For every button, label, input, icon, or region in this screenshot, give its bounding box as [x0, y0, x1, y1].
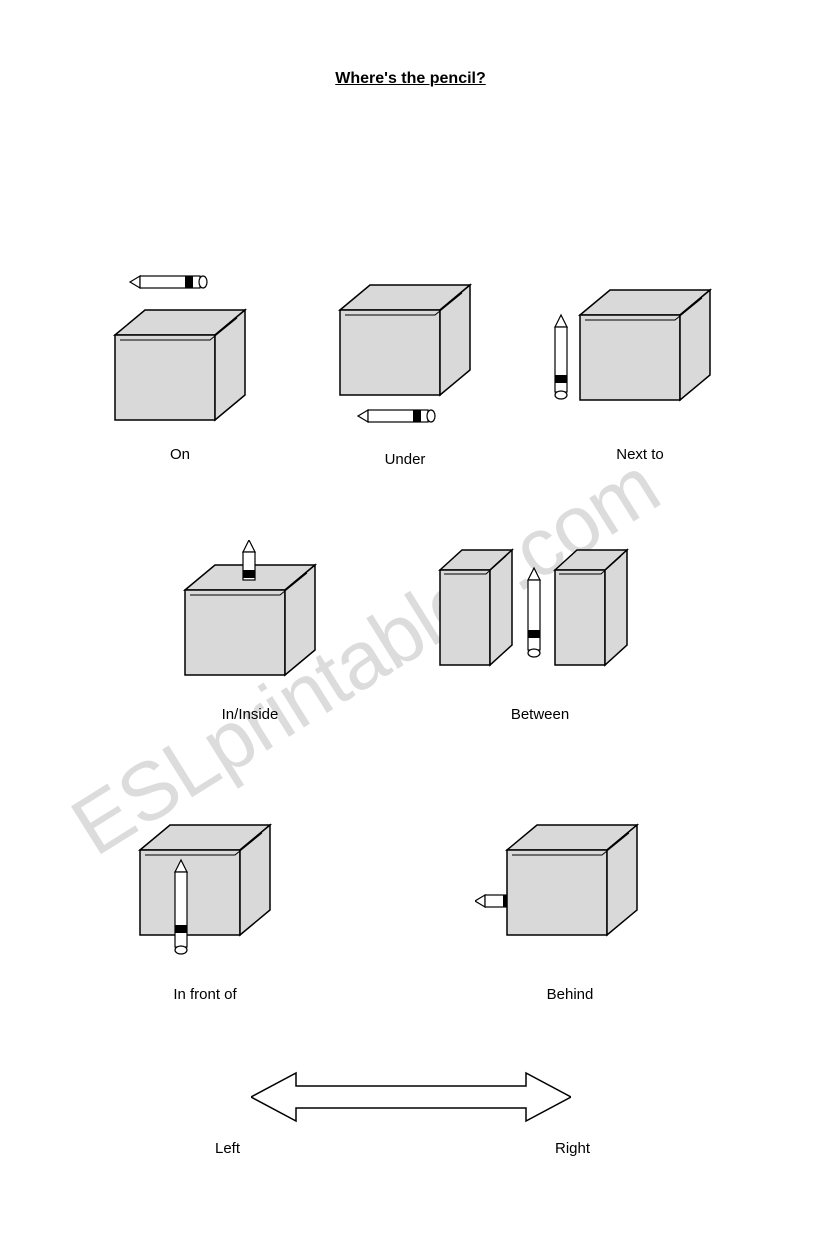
label-on: On: [95, 446, 265, 463]
label-infront: In front of: [115, 986, 295, 1003]
diagram-under: [320, 270, 490, 445]
item-inside: In/Inside: [165, 540, 335, 723]
diagram-next-to: [545, 270, 735, 440]
label-right: Right: [555, 1140, 590, 1157]
diagram-on: [95, 270, 265, 440]
diagram-infront: [115, 810, 295, 980]
item-behind: Behind: [475, 810, 665, 1003]
label-left: Left: [215, 1140, 240, 1157]
item-between: Between: [430, 540, 650, 723]
page-title: Where's the pencil?: [0, 70, 821, 88]
label-inside: In/Inside: [165, 706, 335, 723]
diagram-inside: [165, 540, 335, 700]
item-on: On: [95, 270, 265, 463]
double-arrow: [251, 1070, 571, 1125]
direction-arrow-block: [0, 1070, 821, 1125]
item-next-to: Next to: [545, 270, 735, 463]
label-under: Under: [320, 451, 490, 468]
label-between: Between: [430, 706, 650, 723]
diagram-behind: [475, 810, 665, 980]
label-next-to: Next to: [545, 446, 735, 463]
diagram-between: [430, 540, 650, 700]
label-behind: Behind: [475, 986, 665, 1003]
item-under: Under: [320, 270, 490, 468]
item-infront: In front of: [115, 810, 295, 1003]
